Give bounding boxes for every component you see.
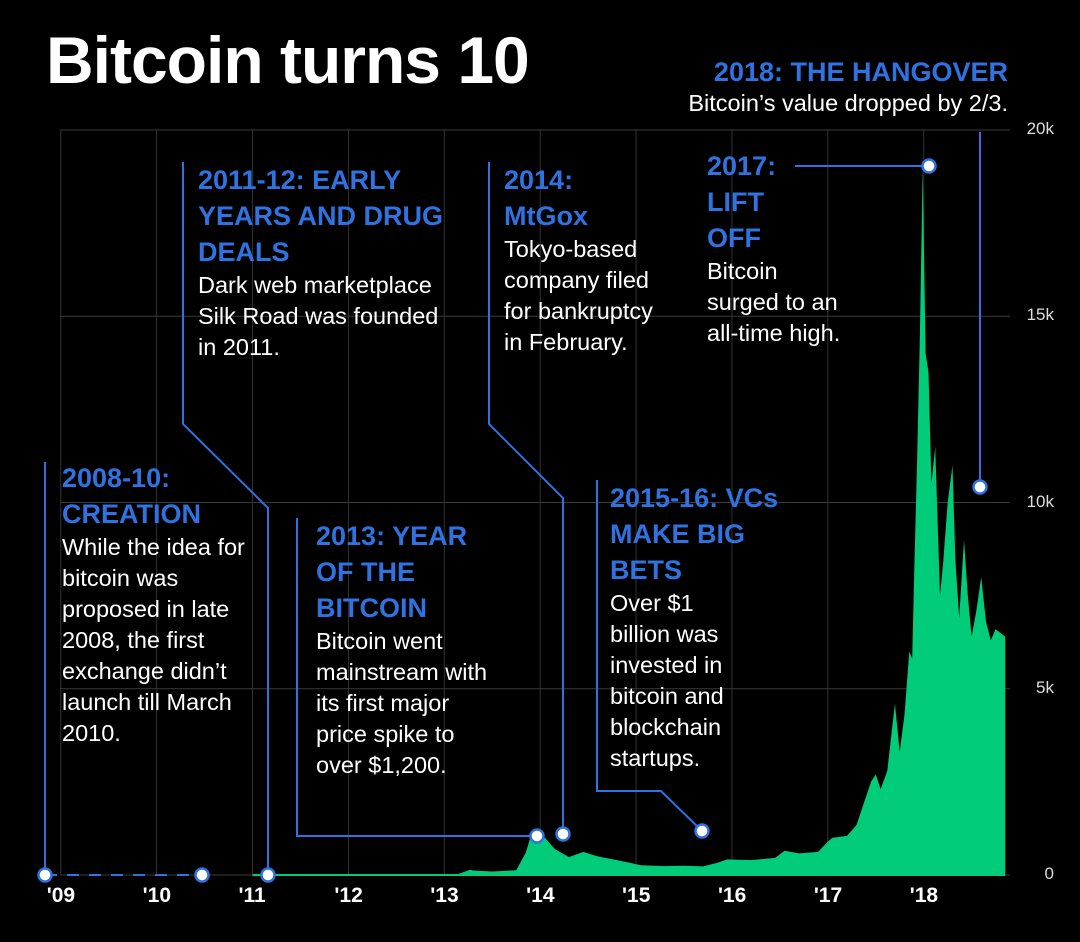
annotation-heading: 2014: MtGox bbox=[504, 165, 588, 231]
y-tick-label: 15k bbox=[1026, 305, 1054, 325]
x-tick-label: '10 bbox=[142, 884, 171, 907]
annotation-body: While the idea for bitcoin was proposed … bbox=[62, 534, 245, 746]
chart-title: Bitcoin turns 10 bbox=[46, 23, 530, 97]
annotation-marker bbox=[972, 479, 988, 495]
annotation-marker bbox=[37, 867, 53, 883]
annotation-2017: 2017: LIFT OFF Bitcoin surged to an all-… bbox=[707, 148, 857, 349]
annotation-marker bbox=[260, 867, 276, 883]
price-area-fill bbox=[209, 167, 1006, 876]
price-area bbox=[209, 167, 1006, 876]
annotation-2015-16: 2015-16: VCs MAKE BIG BETS Over $1 billi… bbox=[610, 480, 780, 774]
annotation-marker bbox=[555, 826, 571, 842]
annotation-body: Bitcoin surged to an all-time high. bbox=[707, 258, 841, 346]
annotation-body: Over $1 billion was invested in bitcoin … bbox=[610, 590, 724, 771]
x-tick-label: '14 bbox=[526, 884, 555, 907]
annotation-body: Bitcoin’s value dropped by 2/3. bbox=[688, 90, 1008, 116]
annotation-2013: 2013: YEAR OF THE BITCOIN Bitcoin went m… bbox=[316, 518, 491, 781]
annotation-heading: 2013: YEAR OF THE BITCOIN bbox=[316, 521, 468, 623]
x-tick-label: '17 bbox=[813, 884, 843, 907]
annotation-markers bbox=[37, 158, 988, 883]
x-tick-label: '11 bbox=[238, 884, 266, 907]
gridlines bbox=[60, 129, 1010, 876]
annotation-marker bbox=[194, 867, 210, 883]
annotation-body: Bitcoin went mainstream with its first m… bbox=[316, 628, 488, 778]
annotation-marker bbox=[694, 823, 710, 839]
x-tick-label: '09 bbox=[46, 884, 76, 907]
annotation-2008-10: 2008-10: CREATION While the idea for bit… bbox=[62, 460, 252, 749]
annotation-marker bbox=[529, 828, 545, 844]
x-tick-label: '18 bbox=[909, 884, 939, 907]
annotation-2014: 2014: MtGox Tokyo-based company filed fo… bbox=[504, 162, 679, 358]
annotation-2011-12: 2011-12: EARLY YEARS AND DRUG DEALS Dark… bbox=[198, 162, 448, 363]
leader-2015-16 bbox=[596, 480, 703, 832]
leader-2011-12 bbox=[182, 162, 269, 875]
x-tick-label: '16 bbox=[717, 884, 747, 907]
y-tick-label: 20k bbox=[1026, 119, 1054, 138]
x-tick-label: '15 bbox=[622, 884, 651, 907]
leader-2013 bbox=[296, 518, 537, 837]
annotation-body: Dark web marketplace Silk Road was found… bbox=[198, 272, 439, 360]
annotation-heading: 2008-10: CREATION bbox=[62, 463, 201, 529]
annotation-marker bbox=[921, 158, 937, 174]
annotation-heading: 2015-16: VCs MAKE BIG BETS bbox=[610, 483, 779, 585]
annotation-leader-lines bbox=[44, 132, 981, 876]
y-tick-label: 10k bbox=[1026, 491, 1054, 511]
leader-2014 bbox=[488, 162, 564, 834]
y-tick-label: 5k bbox=[1036, 677, 1054, 697]
y-tick-label: 0 bbox=[1044, 864, 1054, 883]
annotation-body: Tokyo-based company filed for bankruptcy… bbox=[504, 236, 653, 355]
x-tick-label: '13 bbox=[430, 884, 459, 907]
annotation-heading: 2011-12: EARLY YEARS AND DRUG DEALS bbox=[198, 165, 444, 267]
annotation-heading: 2017: LIFT OFF bbox=[707, 151, 777, 253]
annotation-2018: 2018: THE HANGOVER Bitcoin’s value dropp… bbox=[588, 54, 1008, 119]
x-tick-label: '12 bbox=[334, 884, 363, 907]
annotation-heading: 2018: THE HANGOVER bbox=[713, 57, 1008, 87]
